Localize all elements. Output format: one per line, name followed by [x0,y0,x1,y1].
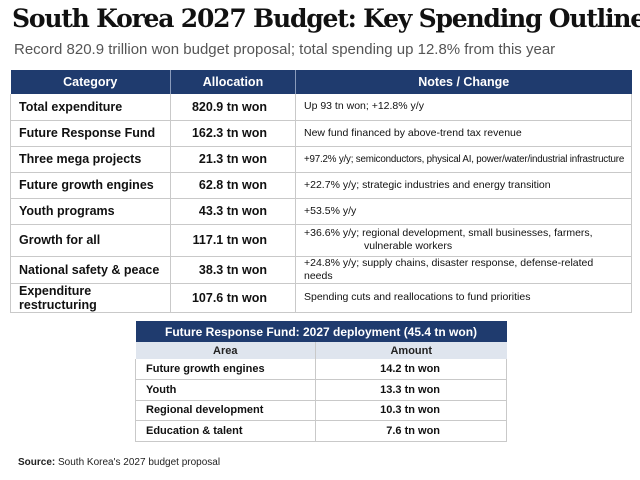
source-label: Source: [18,457,56,468]
row-allocation: 117.1 tn won [170,224,296,257]
fund-table-caption-row: Future Response Fund: 2027 deployment (4… [135,321,507,342]
row-allocation: 162.3 tn won [170,120,296,147]
row-allocation: 820.9 tn won [170,94,296,121]
table-row: National safety & peace 38.3 tn won +24.… [10,256,632,284]
fund-area: Future growth engines [135,359,316,380]
budget-table: Category Allocation Notes / Change Total… [10,70,632,313]
row-notes: +53.5% y/y [295,198,632,225]
table-row: Youth 13.3 tn won [135,379,508,401]
row-allocation: 43.3 tn won [170,198,296,225]
table-row: Future growth engines 62.8 tn won +22.7%… [10,172,632,199]
table-row: Youth programs 43.3 tn won +53.5% y/y [10,198,632,225]
row-category: Future growth engines [10,172,171,199]
page-title: South Korea 2027 Budget: Key Spending Ou… [12,4,640,33]
row-notes-line1: +36.6% y/y; regional development, small … [304,227,593,239]
header-area: Area [135,342,316,359]
table-row: Future Response Fund 162.3 tn won New fu… [10,120,632,147]
table-row: Future growth engines 14.2 tn won [135,359,508,380]
row-allocation: 21.3 tn won [170,146,296,173]
fund-area: Youth [135,379,316,401]
fund-table: Future Response Fund: 2027 deployment (4… [135,321,508,442]
row-notes: Up 93 tn won; +12.8% y/y [295,94,632,121]
fund-amount: 10.3 tn won [315,400,508,421]
header-amount: Amount [315,342,507,359]
table-row: Education & talent 7.6 tn won [135,420,508,442]
header-notes: Notes / Change [295,70,632,94]
table-row: Total expenditure 820.9 tn won Up 93 tn … [10,94,632,121]
fund-area: Education & talent [135,420,316,442]
row-category: National safety & peace [10,256,171,284]
row-allocation: 107.6 tn won [170,283,296,313]
fund-amount: 13.3 tn won [315,379,508,401]
row-notes: +24.8% y/y; supply chains, disaster resp… [295,256,632,284]
row-notes: +22.7% y/y; strategic industries and ene… [295,172,632,199]
row-notes-line2: vulnerable workers [364,240,453,252]
header-category: Category [10,70,171,94]
row-category: Future Response Fund [10,120,171,147]
fund-area: Regional development [135,400,316,421]
fund-table-header-row: Area Amount [135,342,507,359]
row-category: Growth for all [10,224,171,257]
table-row: Growth for all 117.1 tn won +36.6% y/y; … [10,224,632,257]
row-allocation: 38.3 tn won [170,256,296,284]
row-notes: Spending cuts and reallocations to fund … [295,283,632,313]
page-subtitle: Record 820.9 trillion won budget proposa… [14,41,556,58]
row-notes: New fund financed by above-trend tax rev… [295,120,632,147]
fund-amount: 7.6 tn won [315,420,508,442]
fund-table-caption: Future Response Fund: 2027 deployment (4… [135,321,507,342]
table-row: Expenditure restructuring 107.6 tn won S… [10,283,632,313]
source-text: South Korea's 2027 budget proposal [58,457,221,468]
row-category: Three mega projects [10,146,171,173]
header-allocation: Allocation [170,70,296,94]
table-row: Regional development 10.3 tn won [135,400,508,421]
row-notes: +36.6% y/y; regional development, small … [295,224,632,257]
row-notes: +97.2% y/y; semiconductors, physical AI,… [295,146,632,173]
source-note: Source: South Korea's 2027 budget propos… [18,457,220,468]
table-row: Three mega projects 21.3 tn won +97.2% y… [10,146,632,173]
row-allocation: 62.8 tn won [170,172,296,199]
row-category: Youth programs [10,198,171,225]
row-category: Total expenditure [10,94,171,121]
fund-amount: 14.2 tn won [315,359,508,380]
row-category: Expenditure restructuring [10,283,171,313]
table-header-row: Category Allocation Notes / Change [10,70,632,94]
